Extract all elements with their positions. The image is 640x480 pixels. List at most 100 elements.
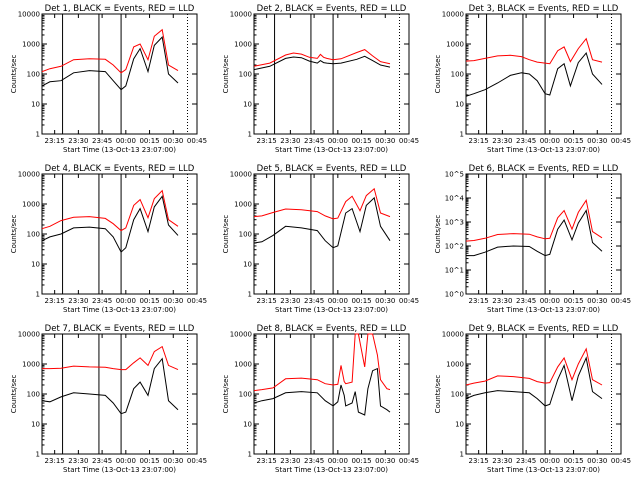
y-tick-label: 1 [248, 131, 252, 139]
x-tick-label: 23:45 [516, 137, 536, 145]
y-axis-label: Counts/sec [434, 215, 442, 254]
y-tick-label: 10000 [442, 331, 464, 339]
x-tick-label: 00:30 [375, 137, 395, 145]
x-axis-label: Start Time (13-Oct-13 23:07:00) [63, 466, 176, 474]
y-tick-label: 1000 [234, 41, 252, 49]
x-tick-label: 00:00 [540, 137, 560, 145]
x-tick-label: 00:30 [587, 137, 607, 145]
x-tick-label: 00:00 [116, 137, 136, 145]
panel-title: Det 7, BLACK = Events, RED = LLD [45, 324, 195, 334]
y-tick-label: 100 [27, 71, 40, 79]
plot-frame [465, 173, 622, 295]
y-tick-label: 10000 [230, 11, 252, 19]
y-tick-label: 1000 [446, 361, 464, 369]
y-tick-label: 10000 [18, 331, 40, 339]
events-series-line [41, 195, 179, 253]
y-tick-label: 10000 [230, 331, 252, 339]
x-tick-label: 23:45 [304, 137, 324, 145]
x-tick-label: 23:45 [304, 457, 324, 465]
x-axis-label: Start Time (13-Oct-13 23:07:00) [275, 306, 388, 314]
y-axis-label: Counts/sec [222, 55, 230, 94]
panel-title: Det 4, BLACK = Events, RED = LLD [45, 164, 195, 174]
x-tick-label: 23:15 [257, 297, 277, 305]
y-tick-label: 10 [243, 261, 252, 269]
lld-series-line [465, 37, 603, 65]
x-tick-label: 00:30 [163, 457, 183, 465]
y-tick-label: 1 [460, 451, 464, 459]
x-tick-label: 00:15 [563, 297, 583, 305]
events-series-line [465, 356, 603, 407]
y-tick-label: 10 [455, 101, 464, 109]
x-tick-label: 00:15 [351, 137, 371, 145]
y-tick-label: 10^3 [445, 219, 464, 227]
x-tick-label: 00:45 [187, 457, 207, 465]
x-tick-label: 23:30 [492, 137, 512, 145]
y-tick-label: 1 [36, 451, 40, 459]
events-series-line [465, 51, 603, 97]
x-tick-label: 00:00 [116, 297, 136, 305]
y-tick-label: 100 [27, 391, 40, 399]
panel-title: Det 6, BLACK = Events, RED = LLD [469, 164, 619, 174]
y-tick-label: 1000 [234, 361, 252, 369]
y-tick-label: 10 [243, 421, 252, 429]
x-tick-label: 23:30 [68, 137, 88, 145]
plot-frame [465, 13, 622, 135]
panel-title: Det 1, BLACK = Events, RED = LLD [45, 4, 195, 14]
x-tick-label: 00:15 [351, 457, 371, 465]
events-series-line [41, 36, 179, 91]
plot-frame [41, 13, 198, 135]
y-tick-label: 1 [36, 131, 40, 139]
y-tick-label: 10000 [442, 11, 464, 19]
y-axis-label: Counts/sec [434, 55, 442, 94]
y-axis-label: Counts/sec [10, 215, 18, 254]
x-tick-label: 23:15 [45, 457, 65, 465]
y-tick-label: 100 [451, 71, 464, 79]
x-tick-label: 23:45 [92, 297, 112, 305]
lld-series-line [253, 49, 391, 67]
x-axis-label: Start Time (13-Oct-13 23:07:00) [487, 306, 600, 314]
y-tick-label: 1 [248, 451, 252, 459]
plot-frame [465, 333, 622, 455]
x-tick-label: 00:30 [163, 297, 183, 305]
panel-title: Det 8, BLACK = Events, RED = LLD [257, 324, 407, 334]
y-tick-label: 10 [455, 421, 464, 429]
x-tick-label: 00:00 [540, 457, 560, 465]
x-tick-label: 23:45 [92, 457, 112, 465]
y-tick-label: 100 [27, 231, 40, 239]
plot-frame [253, 13, 410, 135]
x-axis-label: Start Time (13-Oct-13 23:07:00) [63, 306, 176, 314]
x-tick-label: 23:30 [492, 297, 512, 305]
x-tick-label: 00:00 [328, 297, 348, 305]
x-tick-label: 23:30 [280, 137, 300, 145]
y-tick-label: 1000 [22, 361, 40, 369]
y-tick-label: 10000 [18, 171, 40, 179]
lld-series-line [42, 345, 179, 371]
x-tick-label: 00:15 [139, 457, 159, 465]
x-tick-label: 00:15 [563, 457, 583, 465]
panel-title: Det 2, BLACK = Events, RED = LLD [257, 4, 407, 14]
panel-title: Det 3, BLACK = Events, RED = LLD [469, 4, 619, 14]
y-tick-label: 10 [31, 421, 40, 429]
plot-panel: Det 6, BLACK = Events, RED = LLD 23:15 23:… [434, 164, 631, 314]
x-tick-label: 23:15 [469, 297, 489, 305]
x-tick-label: 00:45 [611, 137, 631, 145]
y-axis-label: Counts/sec [434, 375, 442, 414]
y-tick-label: 1 [36, 291, 40, 299]
y-tick-label: 10^2 [445, 243, 464, 251]
x-axis-label: Start Time (13-Oct-13 23:07:00) [275, 146, 388, 154]
x-tick-label: 23:15 [257, 457, 277, 465]
x-tick-label: 00:00 [116, 457, 136, 465]
x-tick-label: 23:15 [469, 457, 489, 465]
x-tick-label: 00:45 [187, 297, 207, 305]
y-tick-label: 10^1 [445, 267, 464, 275]
x-tick-label: 00:30 [163, 137, 183, 145]
x-tick-label: 23:15 [469, 137, 489, 145]
y-tick-label: 10^5 [445, 171, 464, 179]
x-tick-label: 00:30 [587, 457, 607, 465]
lld-series-line [41, 28, 179, 74]
